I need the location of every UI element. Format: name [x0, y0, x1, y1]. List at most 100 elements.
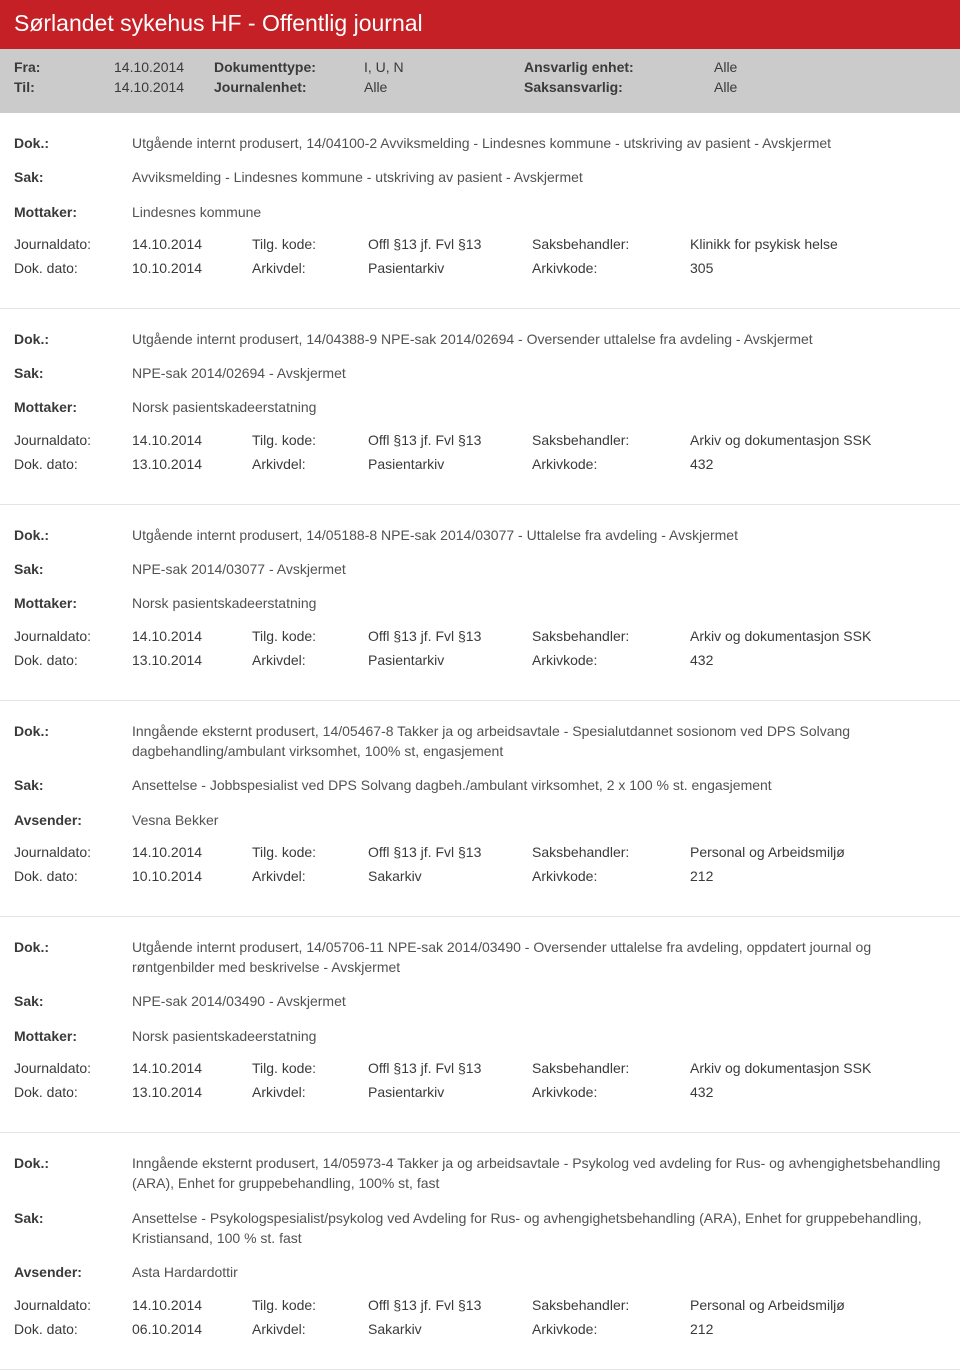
arkivkode-label: Arkivkode: — [532, 1084, 690, 1100]
tilgkode-label: Tilg. kode: — [252, 432, 368, 448]
journaldato-value: 14.10.2014 — [132, 432, 252, 448]
dok-value: Utgående internt produsert, 14/05706-11 … — [132, 937, 946, 978]
journaldato-label: Journaldato: — [14, 432, 132, 448]
saksbehandler-label: Saksbehandler: — [532, 236, 690, 252]
arkivkode-label: Arkivkode: — [532, 652, 690, 668]
filter-bar: Fra: 14.10.2014 Dokumenttype: I, U, N An… — [0, 49, 960, 113]
dokdato-label: Dok. dato: — [14, 260, 132, 276]
arkivkode-value: 212 — [690, 868, 946, 884]
party-value: Vesna Bekker — [132, 810, 946, 830]
saksbehandler-value: Arkiv og dokumentasjon SSK — [690, 432, 946, 448]
arkivdel-label: Arkivdel: — [252, 652, 368, 668]
journaldato-label: Journaldato: — [14, 628, 132, 644]
saksbehandler-label: Saksbehandler: — [532, 628, 690, 644]
journaldato-label: Journaldato: — [14, 1060, 132, 1076]
dok-label: Dok.: — [14, 133, 132, 153]
saksbehandler-value: Personal og Arbeidsmiljø — [690, 1297, 946, 1313]
party-value: Asta Hardardottir — [132, 1262, 946, 1282]
filter-to-label: Til: — [14, 79, 114, 95]
tilgkode-value: Offl §13 jf. Fvl §13 — [368, 1060, 532, 1076]
saksbehandler-value: Arkiv og dokumentasjon SSK — [690, 1060, 946, 1076]
journaldato-value: 14.10.2014 — [132, 236, 252, 252]
filter-to-value: 14.10.2014 — [114, 79, 214, 95]
dokdato-value: 10.10.2014 — [132, 868, 252, 884]
sak-value: Ansettelse - Psykologspesialist/psykolog… — [132, 1208, 946, 1249]
sak-value: NPE-sak 2014/03077 - Avskjermet — [132, 559, 946, 579]
arkivdel-value: Pasientarkiv — [368, 1084, 532, 1100]
tilgkode-value: Offl §13 jf. Fvl §13 — [368, 844, 532, 860]
arkivkode-label: Arkivkode: — [532, 1321, 690, 1337]
filter-doctype-value: I, U, N — [364, 59, 524, 75]
journal-entry: Dok.: Utgående internt produsert, 14/043… — [0, 309, 960, 505]
dok-label: Dok.: — [14, 1153, 132, 1194]
tilgkode-label: Tilg. kode: — [252, 628, 368, 644]
party-value: Norsk pasientskadeerstatning — [132, 397, 946, 417]
filter-unit-label: Ansvarlig enhet: — [524, 59, 714, 75]
filter-journalunit-label: Journalenhet: — [214, 79, 364, 95]
dokdato-label: Dok. dato: — [14, 1084, 132, 1100]
arkivkode-value: 432 — [690, 652, 946, 668]
filter-unit-value: Alle — [714, 59, 874, 75]
dok-value: Utgående internt produsert, 14/04388-9 N… — [132, 329, 946, 349]
sak-value: Ansettelse - Jobbspesialist ved DPS Solv… — [132, 775, 946, 795]
arkivkode-label: Arkivkode: — [532, 456, 690, 472]
dok-value: Inngående eksternt produsert, 14/05467-8… — [132, 721, 946, 762]
journaldato-value: 14.10.2014 — [132, 1297, 252, 1313]
journal-entry: Dok.: Inngående eksternt produsert, 14/0… — [0, 1133, 960, 1369]
party-value: Norsk pasientskadeerstatning — [132, 1026, 946, 1046]
journaldato-label: Journaldato: — [14, 844, 132, 860]
arkivdel-value: Pasientarkiv — [368, 260, 532, 276]
dokdato-value: 13.10.2014 — [132, 652, 252, 668]
party-label: Mottaker: — [14, 1026, 132, 1046]
dokdato-label: Dok. dato: — [14, 1321, 132, 1337]
party-value: Norsk pasientskadeerstatning — [132, 593, 946, 613]
tilgkode-label: Tilg. kode: — [252, 1297, 368, 1313]
page-title: Sørlandet sykehus HF - Offentlig journal — [0, 0, 960, 49]
arkivkode-value: 212 — [690, 1321, 946, 1337]
arkivdel-label: Arkivdel: — [252, 1321, 368, 1337]
arkivdel-value: Pasientarkiv — [368, 652, 532, 668]
saksbehandler-label: Saksbehandler: — [532, 1297, 690, 1313]
arkivkode-value: 305 — [690, 260, 946, 276]
dokdato-label: Dok. dato: — [14, 868, 132, 884]
dok-value: Utgående internt produsert, 14/04100-2 A… — [132, 133, 946, 153]
tilgkode-label: Tilg. kode: — [252, 844, 368, 860]
tilgkode-label: Tilg. kode: — [252, 1060, 368, 1076]
dokdato-label: Dok. dato: — [14, 652, 132, 668]
arkivdel-value: Sakarkiv — [368, 868, 532, 884]
tilgkode-value: Offl §13 jf. Fvl §13 — [368, 432, 532, 448]
arkivdel-value: Sakarkiv — [368, 1321, 532, 1337]
arkivdel-label: Arkivdel: — [252, 456, 368, 472]
dokdato-value: 10.10.2014 — [132, 260, 252, 276]
filter-journalunit-value: Alle — [364, 79, 524, 95]
sak-label: Sak: — [14, 991, 132, 1011]
saksbehandler-value: Arkiv og dokumentasjon SSK — [690, 628, 946, 644]
arkivkode-label: Arkivkode: — [532, 868, 690, 884]
filter-caseowner-value: Alle — [714, 79, 874, 95]
dok-label: Dok.: — [14, 525, 132, 545]
journaldato-label: Journaldato: — [14, 236, 132, 252]
journaldato-value: 14.10.2014 — [132, 628, 252, 644]
filter-from-value: 14.10.2014 — [114, 59, 214, 75]
dokdato-value: 13.10.2014 — [132, 1084, 252, 1100]
tilgkode-value: Offl §13 jf. Fvl §13 — [368, 628, 532, 644]
arkivdel-label: Arkivdel: — [252, 1084, 368, 1100]
party-label: Mottaker: — [14, 397, 132, 417]
journal-entry: Dok.: Inngående eksternt produsert, 14/0… — [0, 701, 960, 917]
journal-entry: Dok.: Utgående internt produsert, 14/057… — [0, 917, 960, 1133]
dokdato-value: 13.10.2014 — [132, 456, 252, 472]
saksbehandler-label: Saksbehandler: — [532, 1060, 690, 1076]
journal-entry: Dok.: Utgående internt produsert, 14/041… — [0, 113, 960, 309]
arkivdel-label: Arkivdel: — [252, 260, 368, 276]
journal-entry: Dok.: Utgående internt produsert, 14/051… — [0, 505, 960, 701]
arkivkode-value: 432 — [690, 1084, 946, 1100]
sak-label: Sak: — [14, 363, 132, 383]
saksbehandler-value: Klinikk for psykisk helse — [690, 236, 946, 252]
dok-label: Dok.: — [14, 937, 132, 978]
filter-doctype-label: Dokumenttype: — [214, 59, 364, 75]
journaldato-value: 14.10.2014 — [132, 1060, 252, 1076]
party-label: Mottaker: — [14, 202, 132, 222]
dokdato-label: Dok. dato: — [14, 456, 132, 472]
saksbehandler-label: Saksbehandler: — [532, 432, 690, 448]
sak-label: Sak: — [14, 1208, 132, 1249]
